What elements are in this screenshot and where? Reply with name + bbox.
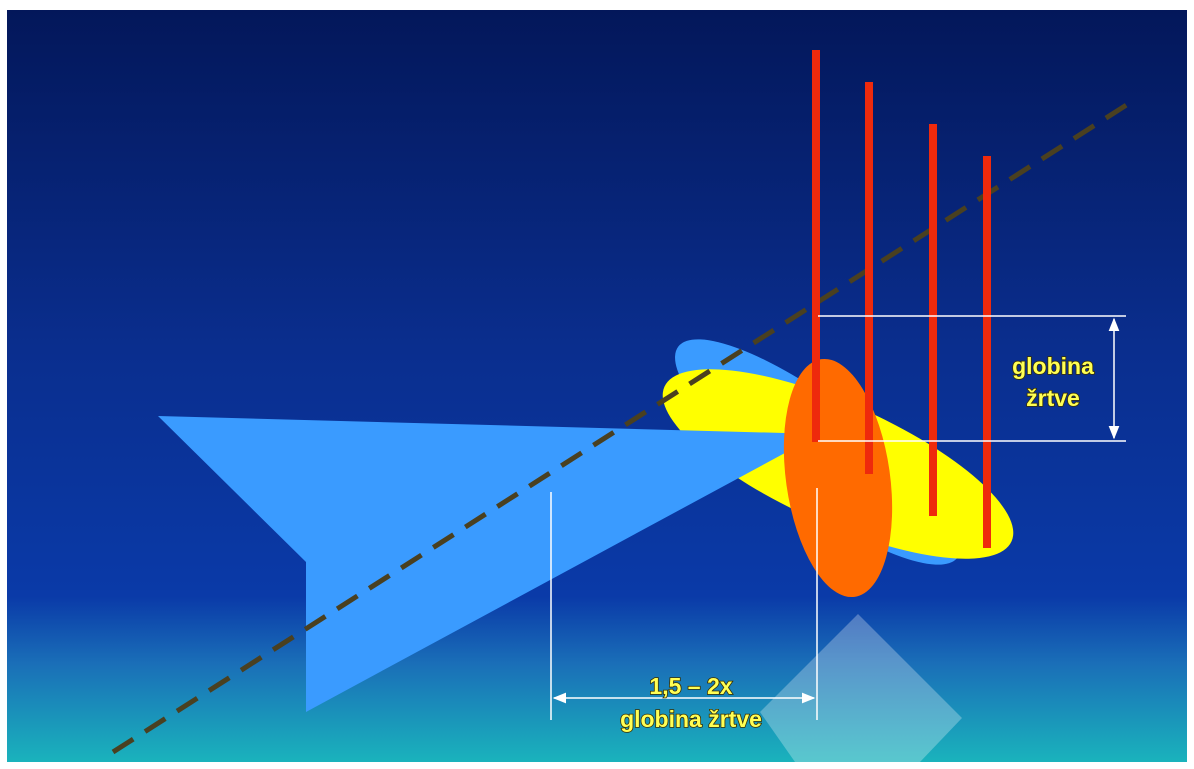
probe — [929, 124, 937, 516]
probing-arrow-shape — [158, 416, 820, 712]
watermark-diamond — [760, 614, 962, 762]
dashed-axis-line — [111, 101, 1130, 755]
depth-dimension — [818, 315, 1126, 442]
slide-background — [7, 10, 1187, 762]
depth-label-line2: žrtve — [1026, 385, 1080, 411]
distance-dimension — [550, 488, 818, 720]
probes — [812, 50, 991, 548]
depth-label-line1: globina — [1012, 353, 1094, 379]
probe — [865, 82, 873, 474]
distance-label-line2: globina žrtve — [620, 706, 762, 732]
probe — [812, 50, 820, 442]
distance-label-line1: 1,5 – 2x — [649, 673, 732, 699]
probe — [983, 156, 991, 548]
